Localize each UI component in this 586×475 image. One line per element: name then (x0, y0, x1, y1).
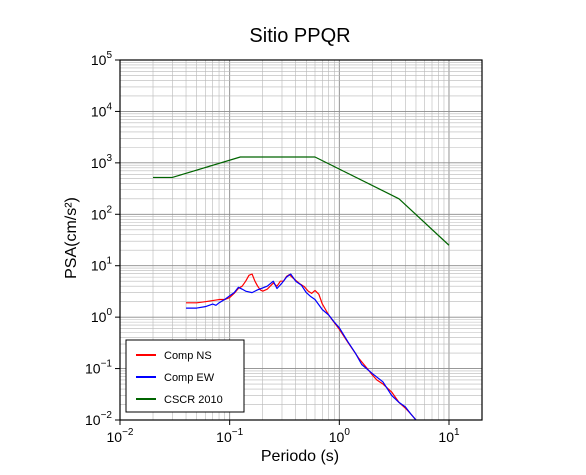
tick-base: 10 (438, 429, 454, 445)
tick-exponent: −2 (101, 410, 113, 421)
x-tick-label: 10−1 (216, 427, 243, 445)
tick-base: 10 (329, 429, 345, 445)
tick-exponent: 0 (106, 307, 112, 318)
tick-base: 10 (91, 206, 107, 222)
plot-frame (119, 59, 483, 421)
x-tick-label: 101 (438, 427, 460, 445)
legend: Comp NS Comp EW CSCR 2010 (125, 339, 245, 413)
tick-base: 10 (85, 412, 101, 428)
x-tick-label: 10−2 (107, 427, 134, 445)
tick-exponent: 1 (106, 256, 112, 267)
tick-exponent: 0 (344, 427, 350, 438)
y-tick-label: 10−2 (85, 410, 112, 428)
tick-exponent: 1 (454, 427, 460, 438)
tick-exponent: 3 (106, 153, 112, 164)
x-axis: 10−2 10−1 100 101 (107, 420, 460, 445)
tick-exponent: 2 (106, 204, 112, 215)
tick-exponent: −1 (232, 427, 244, 438)
y-tick-label: 103 (91, 153, 113, 171)
tick-exponent: −2 (122, 427, 134, 438)
y-tick-label: 100 (91, 307, 113, 325)
chart-title: Sitio PPQR (249, 25, 350, 47)
x-axis-label: Periodo (s) (261, 448, 339, 465)
tick-exponent: 5 (106, 50, 112, 61)
legend-label-1: Comp EW (164, 372, 215, 384)
y-tick-label: 102 (91, 204, 113, 222)
tick-base: 10 (91, 103, 107, 119)
legend-label-0: Comp NS (164, 350, 212, 362)
tick-base: 10 (91, 155, 107, 171)
grid (119, 59, 483, 421)
y-axis-label: PSA(cm/s²) (63, 197, 80, 279)
x-tick-label: 100 (329, 427, 351, 445)
series-layer (153, 156, 450, 420)
y-tick-label: 105 (91, 50, 113, 68)
legend-label-2: CSCR 2010 (164, 394, 223, 406)
tick-base: 10 (85, 361, 101, 377)
tick-exponent: −1 (101, 359, 113, 370)
y-tick-label: 104 (91, 101, 113, 119)
y-tick-label: 10−1 (85, 359, 112, 377)
y-tick-label: 101 (91, 256, 113, 274)
tick-base: 10 (91, 309, 107, 325)
tick-base: 10 (91, 258, 107, 274)
series-line-1 (186, 273, 417, 420)
tick-base: 10 (216, 429, 232, 445)
tick-base: 10 (91, 52, 107, 68)
tick-exponent: 4 (106, 101, 112, 112)
tick-base: 10 (107, 429, 123, 445)
series-line-2 (153, 156, 450, 246)
